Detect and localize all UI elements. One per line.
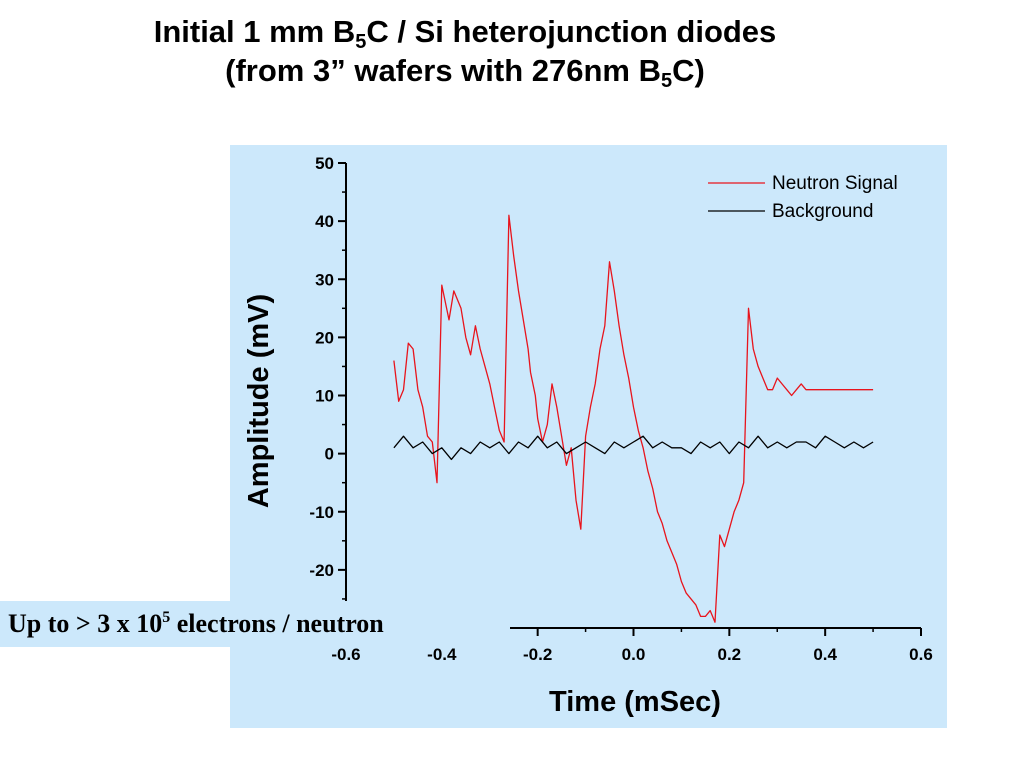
title-line-2: (from 3” wafers with 276nm B5C)	[225, 53, 705, 92]
y-tick-label: 40	[315, 212, 334, 231]
y-tick-label: 20	[315, 328, 334, 347]
electrons-callout: Up to > 3 x 105 electrons / neutron	[0, 601, 510, 647]
y-tick-label: 0	[325, 445, 334, 464]
x-axis-label: Time (mSec)	[549, 686, 721, 718]
x-tick-label: 0.6	[909, 645, 933, 664]
x-tick-label: -0.2	[523, 645, 552, 664]
x-tick-label: -0.6	[331, 645, 360, 664]
title-line-1: Initial 1 mm B5C / Si heterojunction dio…	[153, 14, 777, 53]
y-tick-label: -20	[309, 561, 334, 580]
y-tick-label: 30	[315, 270, 334, 289]
y-tick-label: 10	[315, 387, 334, 406]
axes-layer: 50403020100-10-20-30-0.6-0.4-0.20.00.20.…	[309, 154, 932, 664]
slide-title: Initial 1 mm B5C / Si heterojunction dio…	[0, 12, 930, 92]
x-tick-label: -0.4	[427, 645, 457, 664]
series-line-1	[393, 435, 874, 461]
legend-label-0: Neutron Signal	[772, 173, 898, 194]
chart-legend: Neutron Signal Background	[708, 173, 898, 222]
y-tick-label: -10	[309, 503, 334, 522]
x-tick-label: 0.4	[813, 645, 837, 664]
line-chart: 50403020100-10-20-30-0.6-0.4-0.20.00.20.…	[243, 154, 933, 718]
series-line-0	[393, 214, 874, 623]
x-tick-label: 0.2	[718, 645, 742, 664]
series-layer	[393, 214, 874, 623]
x-tick-label: 0.0	[622, 645, 646, 664]
legend-label-1: Background	[772, 201, 873, 222]
y-axis-label: Amplitude (mV)	[243, 294, 275, 508]
y-tick-label: 50	[315, 154, 334, 173]
